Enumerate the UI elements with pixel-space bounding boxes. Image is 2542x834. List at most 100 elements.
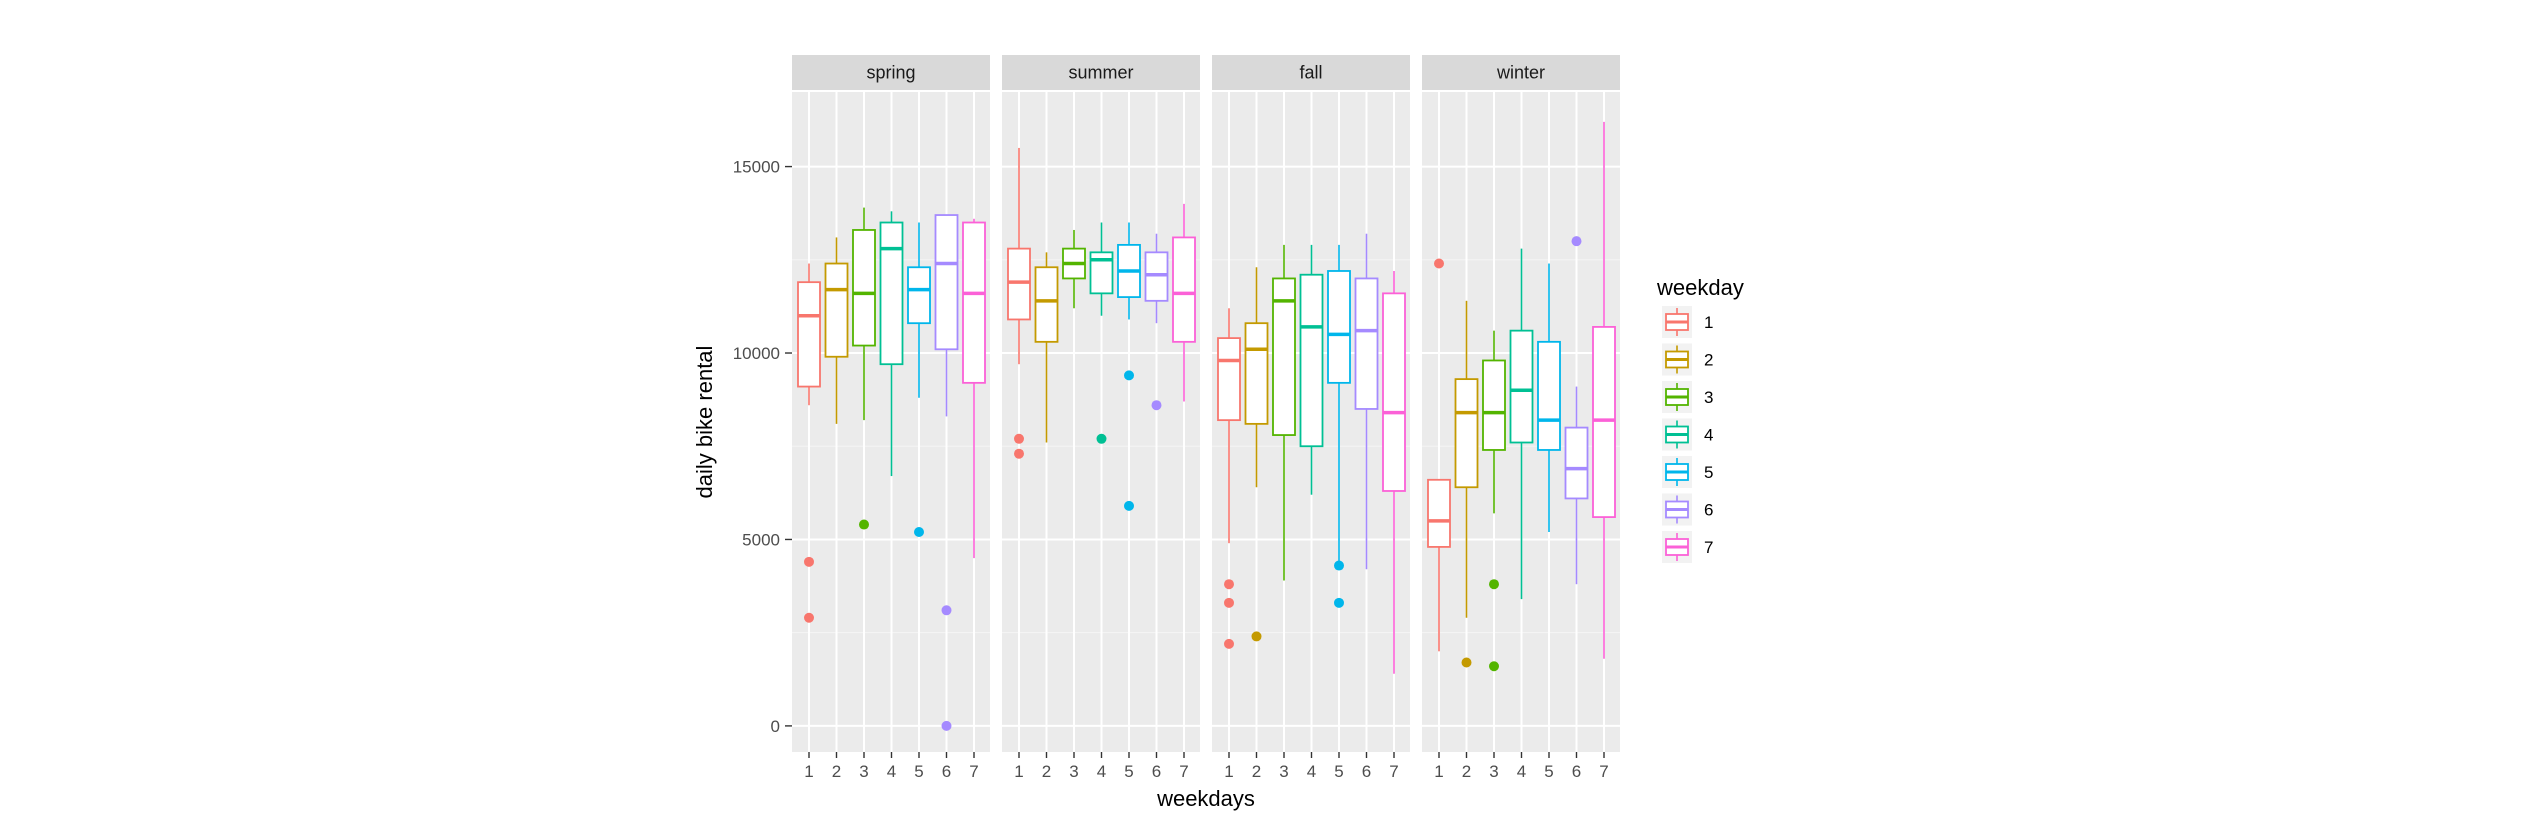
box-body [1454,378,1479,489]
outlier-point [804,612,814,623]
x-tick-label: 4 [1517,762,1526,781]
legend-item-7: 7 [1662,531,1713,563]
x-tick-label: 1 [1434,762,1443,781]
outlier-point [914,527,924,537]
box-body [1327,270,1351,384]
x-tick-label: 4 [1307,762,1316,781]
outlier-point [1334,560,1344,571]
box-winter-weekday-4 [1509,248,1534,600]
facet-strip-label: winter [1496,63,1545,83]
outlier-point [941,605,952,616]
outlier-point [1224,638,1234,649]
box-body [1172,236,1196,343]
outlier-point [804,556,814,567]
box-body [1272,277,1296,436]
legend-item-6: 6 [1662,493,1713,526]
box-body [1537,340,1561,451]
facet-panel-spring: spring 1 2 3 4 5 6 7 [792,55,990,781]
outlier-point [1224,597,1234,608]
box-body [1217,337,1241,422]
box-body [1034,266,1059,343]
y-tick-label: 10000 [733,344,780,363]
box-fall-weekday-7 [1382,270,1406,674]
box-body [907,266,931,325]
outlier-point [1434,258,1444,269]
outlier-point [1124,370,1134,381]
box-body [797,281,821,388]
legend-label: 6 [1704,501,1713,520]
box-body [852,229,876,347]
x-tick-label: 4 [1097,762,1106,781]
outlier-point [941,720,952,731]
outlier-point [1251,631,1262,642]
outlier-point [1151,400,1162,411]
box-body [1482,359,1506,451]
box-body [1089,251,1114,295]
box-body [1354,277,1379,410]
box-fall-weekday-3 [1272,244,1296,581]
x-tick-label: 7 [1389,762,1398,781]
x-tick-label: 2 [1462,762,1471,781]
box-body [1592,326,1616,518]
facet-strip-background [1212,55,1410,90]
facet-strip-label: spring [866,63,915,83]
box-body [879,221,904,366]
box-fall-weekday-2 [1244,267,1269,642]
outlier-point [1096,433,1107,444]
outlier-point [1489,661,1499,672]
x-tick-label: 7 [1599,762,1608,781]
box-spring-weekday-1 [797,263,821,623]
legend-label: 1 [1704,313,1713,332]
x-tick-label: 5 [1334,762,1343,781]
x-tick-label: 7 [1179,762,1188,781]
legend-item-3: 3 [1662,381,1713,413]
x-tick-label: 4 [887,762,896,781]
box-summer-weekday-7 [1172,203,1196,402]
outlier-point [1489,579,1499,590]
x-axis-title: weekdays [1156,786,1255,811]
facet-panel-winter: winter 1 2 3 4 5 6 7 [1422,55,1620,781]
facet-strip-background [792,55,990,90]
x-tick-label: 6 [1572,762,1581,781]
box-body [1509,329,1534,444]
legend-label: 7 [1704,538,1713,557]
box-body [1144,251,1169,302]
outlier-point [1571,236,1582,247]
x-tick-label: 3 [1489,762,1498,781]
box-fall-weekday-4 [1299,244,1324,495]
box-fall-weekday-1 [1217,308,1241,649]
y-tick-label: 15000 [733,158,780,177]
box-body [962,221,986,384]
box-winter-weekday-7 [1592,121,1616,659]
box-spring-weekday-2 [824,237,849,424]
box-body [1564,426,1589,500]
x-tick-label: 3 [1069,762,1078,781]
outlier-point [1124,500,1134,511]
x-tick-label: 2 [1252,762,1261,781]
x-tick-label: 7 [969,762,978,781]
x-tick-label: 3 [1279,762,1288,781]
x-tick-label: 6 [1362,762,1371,781]
box-summer-weekday-4 [1089,222,1114,444]
y-tick-label: 5000 [742,530,780,549]
box-fall-weekday-5 [1327,244,1351,608]
x-tick-label: 6 [1152,762,1161,781]
box-summer-weekday-6 [1144,233,1169,411]
outlier-point [1224,579,1234,590]
x-tick-label: 2 [1042,762,1051,781]
box-summer-weekday-1 [1007,147,1031,459]
facet-strip-label: fall [1299,63,1322,83]
legend-label: 4 [1704,426,1713,445]
box-spring-weekday-5 [907,222,931,537]
outlier-point [1014,448,1024,459]
box-body [1244,322,1269,425]
box-winter-weekday-5 [1537,263,1561,532]
box-body [934,214,959,351]
box-fall-weekday-6 [1354,233,1379,570]
box-body [1007,247,1031,321]
legend-label: 3 [1704,388,1713,407]
box-summer-weekday-5 [1117,222,1141,511]
legend-item-4: 4 [1662,418,1713,451]
